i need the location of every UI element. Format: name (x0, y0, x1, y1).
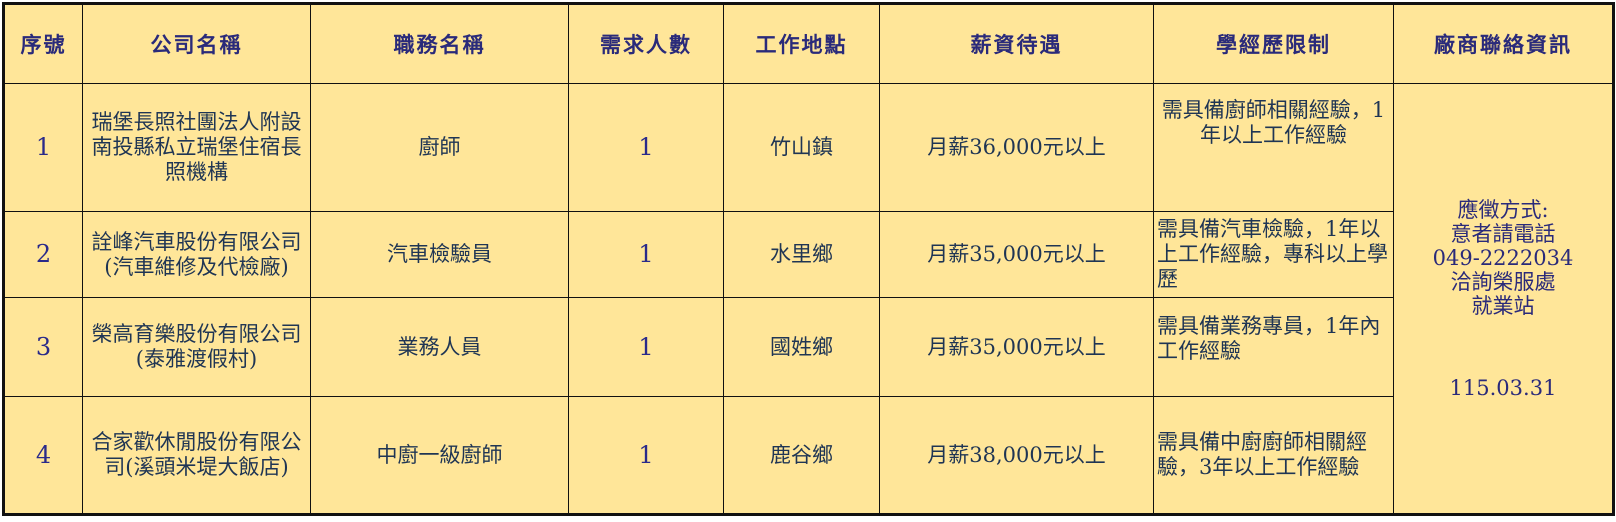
table-row: 4 合家歡休閒股份有限公司(溪頭米堤大飯店) 中廚一級廚師 1 鹿谷鄉 月薪38… (3, 396, 1614, 515)
row-count: 1 (568, 396, 724, 515)
table-row: 3 榮高育樂股份有限公司(泰雅渡假村) 業務人員 1 國姓鄉 月薪35,000元… (3, 297, 1614, 397)
row-salary: 月薪35,000元以上 (879, 211, 1154, 298)
row-count: 1 (568, 211, 724, 298)
row-job: 中廚一級廚師 (310, 396, 569, 515)
row-count: 1 (568, 83, 724, 212)
contact-line1: 應徵方式: (1457, 197, 1549, 222)
row-requirements: 需具備中廚廚師相關經驗，3年以上工作經驗 (1153, 396, 1394, 515)
row-requirements: 需具備汽車檢驗，1年以上工作經驗，專科以上學歷 (1153, 211, 1394, 298)
contact-phone: 049-2222034 (1432, 245, 1574, 270)
header-contact: 廠商聯絡資訊 (1393, 3, 1614, 84)
row-count: 1 (568, 297, 724, 397)
row-location: 鹿谷鄉 (723, 396, 880, 515)
header-no: 序號 (3, 3, 83, 84)
header-location: 工作地點 (723, 3, 880, 84)
row-no: 3 (3, 297, 83, 397)
row-company: 詮峰汽車股份有限公司(汽車維修及代檢廠) (82, 211, 311, 298)
row-location: 國姓鄉 (723, 297, 880, 397)
contact-line4: 就業站 (1471, 293, 1535, 318)
header-salary: 薪資待遇 (879, 3, 1154, 84)
contact-line2: 意者請電話 (1450, 221, 1556, 246)
table-row: 1 瑞堡長照社團法人附設南投縣私立瑞堡住宿長照機構 廚師 1 竹山鎮 月薪36,… (3, 83, 1614, 515)
row-company: 合家歡休閒股份有限公司(溪頭米堤大飯店) (82, 396, 311, 515)
header-company: 公司名稱 (82, 3, 311, 84)
row-no: 2 (3, 211, 83, 298)
row-location: 竹山鎮 (723, 83, 880, 212)
row-salary: 月薪35,000元以上 (879, 297, 1154, 397)
row-company: 瑞堡長照社團法人附設南投縣私立瑞堡住宿長照機構 (82, 83, 311, 212)
header-count: 需求人數 (568, 3, 724, 84)
row-job: 業務人員 (310, 297, 569, 397)
row-requirements: 需具備廚師相關經驗，1年以上工作經驗 (1153, 83, 1394, 212)
spacer (1398, 318, 1608, 376)
row-no: 4 (3, 396, 83, 515)
header-job: 職務名稱 (310, 3, 569, 84)
row-salary: 月薪36,000元以上 (879, 83, 1154, 212)
header-requirements: 學經歷限制 (1153, 3, 1394, 84)
row-job: 廚師 (310, 83, 569, 212)
contact-info: 應徵方式: 意者請電話 049-2222034 洽詢榮服處 就業站 115.03… (1393, 83, 1614, 515)
header-row: 序號 公司名稱 職務名稱 需求人數 工作地點 薪資待遇 學經歷限制 廠商聯絡資訊 (3, 3, 1614, 84)
row-salary: 月薪38,000元以上 (879, 396, 1154, 515)
row-location: 水里鄉 (723, 211, 880, 298)
contact-date: 115.03.31 (1449, 375, 1557, 400)
table-row: 2 詮峰汽車股份有限公司(汽車維修及代檢廠) 汽車檢驗員 1 水里鄉 月薪35,… (3, 211, 1614, 298)
row-no: 1 (3, 83, 83, 212)
contact-line3: 洽詢榮服處 (1450, 269, 1556, 294)
row-job: 汽車檢驗員 (310, 211, 569, 298)
row-company: 榮高育樂股份有限公司(泰雅渡假村) (82, 297, 311, 397)
row-requirements: 需具備業務專員，1年內工作經驗 (1153, 297, 1394, 397)
